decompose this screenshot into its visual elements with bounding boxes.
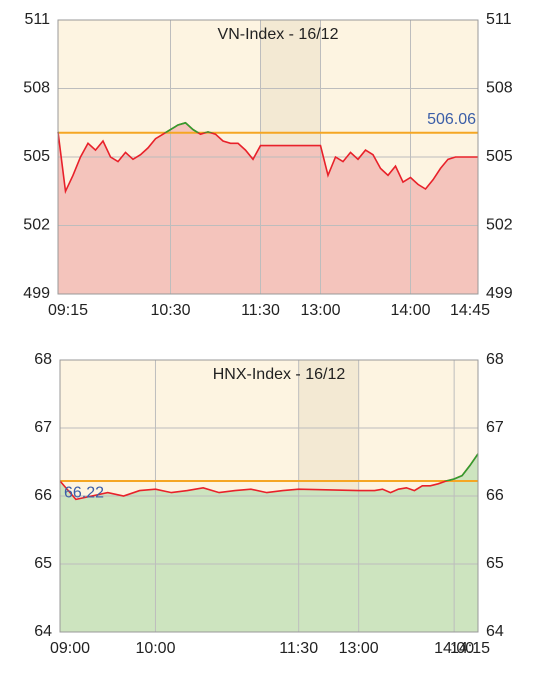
x-tick-label: 11:30 xyxy=(279,640,318,657)
x-tick-label: 13:00 xyxy=(339,640,379,657)
x-tick-label: 09:00 xyxy=(50,640,90,657)
y2-tick-label: 64 xyxy=(486,623,504,640)
area xyxy=(60,453,478,632)
y-tick-label: 67 xyxy=(34,419,52,436)
y-tick-label: 66 xyxy=(34,487,52,504)
y2-tick-label: 67 xyxy=(486,419,504,436)
y-tick-label: 68 xyxy=(34,351,52,368)
y-tick-label: 65 xyxy=(34,555,52,572)
y-tick-label: 499 xyxy=(23,285,50,302)
x-tick-label: 14:15 xyxy=(450,640,490,657)
x-tick-label: 10:00 xyxy=(135,640,175,657)
plot-border xyxy=(59,359,479,633)
x-tick-label: 11:30 xyxy=(241,302,280,319)
y-tick-label: 511 xyxy=(24,11,50,28)
chart-title: HNX-Index - 16/12 xyxy=(213,366,346,383)
x-tick-label: 09:15 xyxy=(48,302,88,319)
y2-tick-label: 508 xyxy=(486,80,513,97)
y2-tick-label: 499 xyxy=(486,285,513,302)
x-tick-label: 14:00 xyxy=(390,302,430,319)
reference-label: 506.06 xyxy=(427,111,476,128)
y2-tick-label: 511 xyxy=(486,11,512,28)
y2-tick-label: 66 xyxy=(486,487,504,504)
y-tick-label: 502 xyxy=(23,217,50,234)
y2-tick-label: 502 xyxy=(486,217,513,234)
y2-tick-label: 68 xyxy=(486,351,504,368)
x-tick-label: 10:30 xyxy=(150,302,190,319)
index-line xyxy=(59,453,479,501)
reference-label: 66.22 xyxy=(64,484,104,501)
y-tick-label: 508 xyxy=(23,80,50,97)
x-tick-label: 13:00 xyxy=(300,302,340,319)
y2-tick-label: 505 xyxy=(486,148,513,165)
y-tick-label: 505 xyxy=(23,148,50,165)
plot-border xyxy=(57,19,479,295)
y2-tick-label: 65 xyxy=(486,555,504,572)
chart-title: VN-Index - 16/12 xyxy=(218,26,339,43)
index-line xyxy=(57,121,478,195)
x-tick-label: 14:00 xyxy=(434,640,474,657)
y-tick-label: 64 xyxy=(34,623,52,640)
area xyxy=(58,122,478,294)
x-tick-label: 14:45 xyxy=(450,302,490,319)
